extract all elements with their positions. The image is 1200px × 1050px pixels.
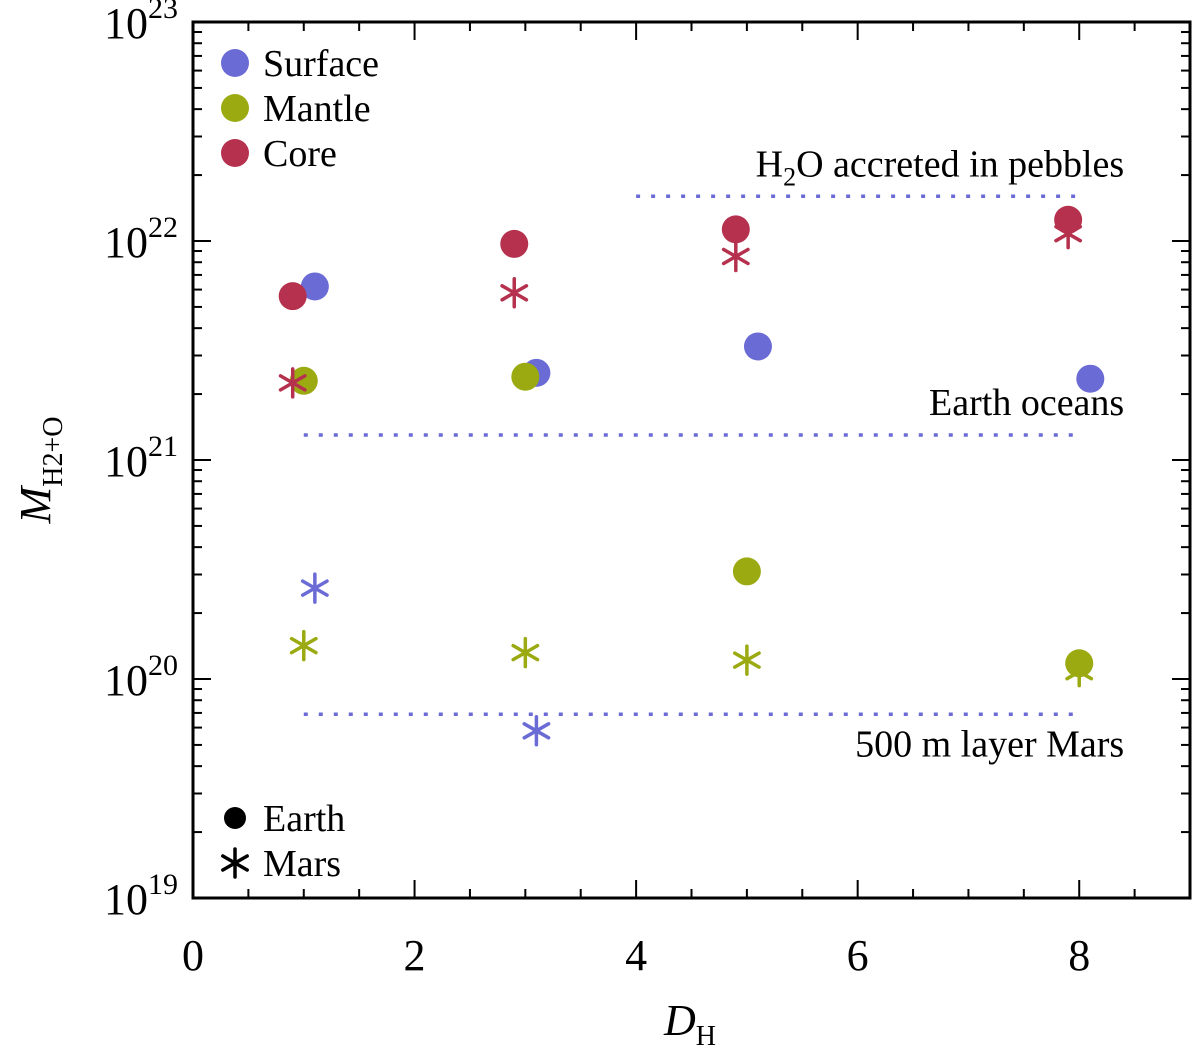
y-tick-label: 1022 xyxy=(104,211,178,267)
x-axis-label-sub: H xyxy=(696,1021,716,1050)
surface-mars-point xyxy=(300,572,329,604)
y-tick-label: 1021 xyxy=(104,430,178,486)
x-tick-label: 4 xyxy=(625,931,647,980)
asterisk-stroke xyxy=(500,284,529,302)
legend-label-core: Core xyxy=(263,133,337,175)
x-tick-label: 2 xyxy=(404,931,426,980)
core-mars-point xyxy=(278,367,307,399)
mantle-earth-point xyxy=(289,366,318,395)
core-mars-point xyxy=(721,240,750,273)
mantle-mars-point xyxy=(289,629,318,662)
surface-earth-point xyxy=(300,272,329,301)
mantle-mars-point xyxy=(732,644,761,676)
surface-earth-point xyxy=(743,332,772,361)
legend-marker-mantle xyxy=(221,94,249,122)
axis-ticks: 0 2 4 6 8 1019 1020 1021 1022 1023 xyxy=(104,0,1191,980)
legend-marker-earth xyxy=(224,807,246,829)
asterisk-stroke xyxy=(511,643,540,662)
core-earth-point xyxy=(500,229,529,258)
surface-mars-point xyxy=(522,715,551,747)
asterisk-stroke xyxy=(300,579,329,597)
mantle-earth-point xyxy=(732,557,761,586)
asterisk-stroke xyxy=(721,247,750,266)
surface-earth-point xyxy=(1076,364,1105,393)
asterisk-stroke xyxy=(221,854,249,872)
asterisk-stroke xyxy=(522,722,551,740)
core-earth-point xyxy=(1054,205,1083,234)
legend-label-mantle: Mantle xyxy=(263,88,371,130)
x-tick-label: 8 xyxy=(1068,931,1090,980)
y-tick-label: 1019 xyxy=(104,868,178,924)
asterisk-stroke xyxy=(732,651,761,669)
x-tick-label: 6 xyxy=(847,931,869,980)
asterisk-stroke xyxy=(278,374,307,392)
y-axis-label: MH2+O xyxy=(11,417,69,525)
core-mars-point xyxy=(500,277,529,309)
y-axis-label-main: M xyxy=(11,484,60,524)
x-axis-label-main: D xyxy=(663,996,696,1045)
data-points xyxy=(278,205,1105,747)
core-earth-point xyxy=(721,215,750,244)
legend-marker-surface xyxy=(221,49,249,77)
y-tick-label: 1023 xyxy=(104,0,178,48)
legend-marker-core xyxy=(221,139,249,167)
y-tick-label: 1020 xyxy=(104,649,178,705)
asterisk-stroke xyxy=(289,636,318,655)
legend-label-surface: Surface xyxy=(263,43,379,85)
mantle-earth-point xyxy=(511,362,540,391)
reference-line-label: H2O accreted in pebbles xyxy=(756,143,1125,191)
legend-label-mars: Mars xyxy=(263,843,341,885)
legend-label-earth: Earth xyxy=(263,798,345,840)
x-tick-label: 0 xyxy=(182,931,204,980)
core-earth-point xyxy=(278,282,307,311)
mantle-mars-point xyxy=(511,636,540,669)
y-axis-label-sub: H2+O xyxy=(38,417,69,487)
legend-marker-mars xyxy=(221,847,249,879)
x-axis-label: DH xyxy=(663,996,716,1050)
mantle-earth-point xyxy=(1065,649,1094,678)
reference-line-label: 500 m layer Mars xyxy=(855,723,1124,765)
